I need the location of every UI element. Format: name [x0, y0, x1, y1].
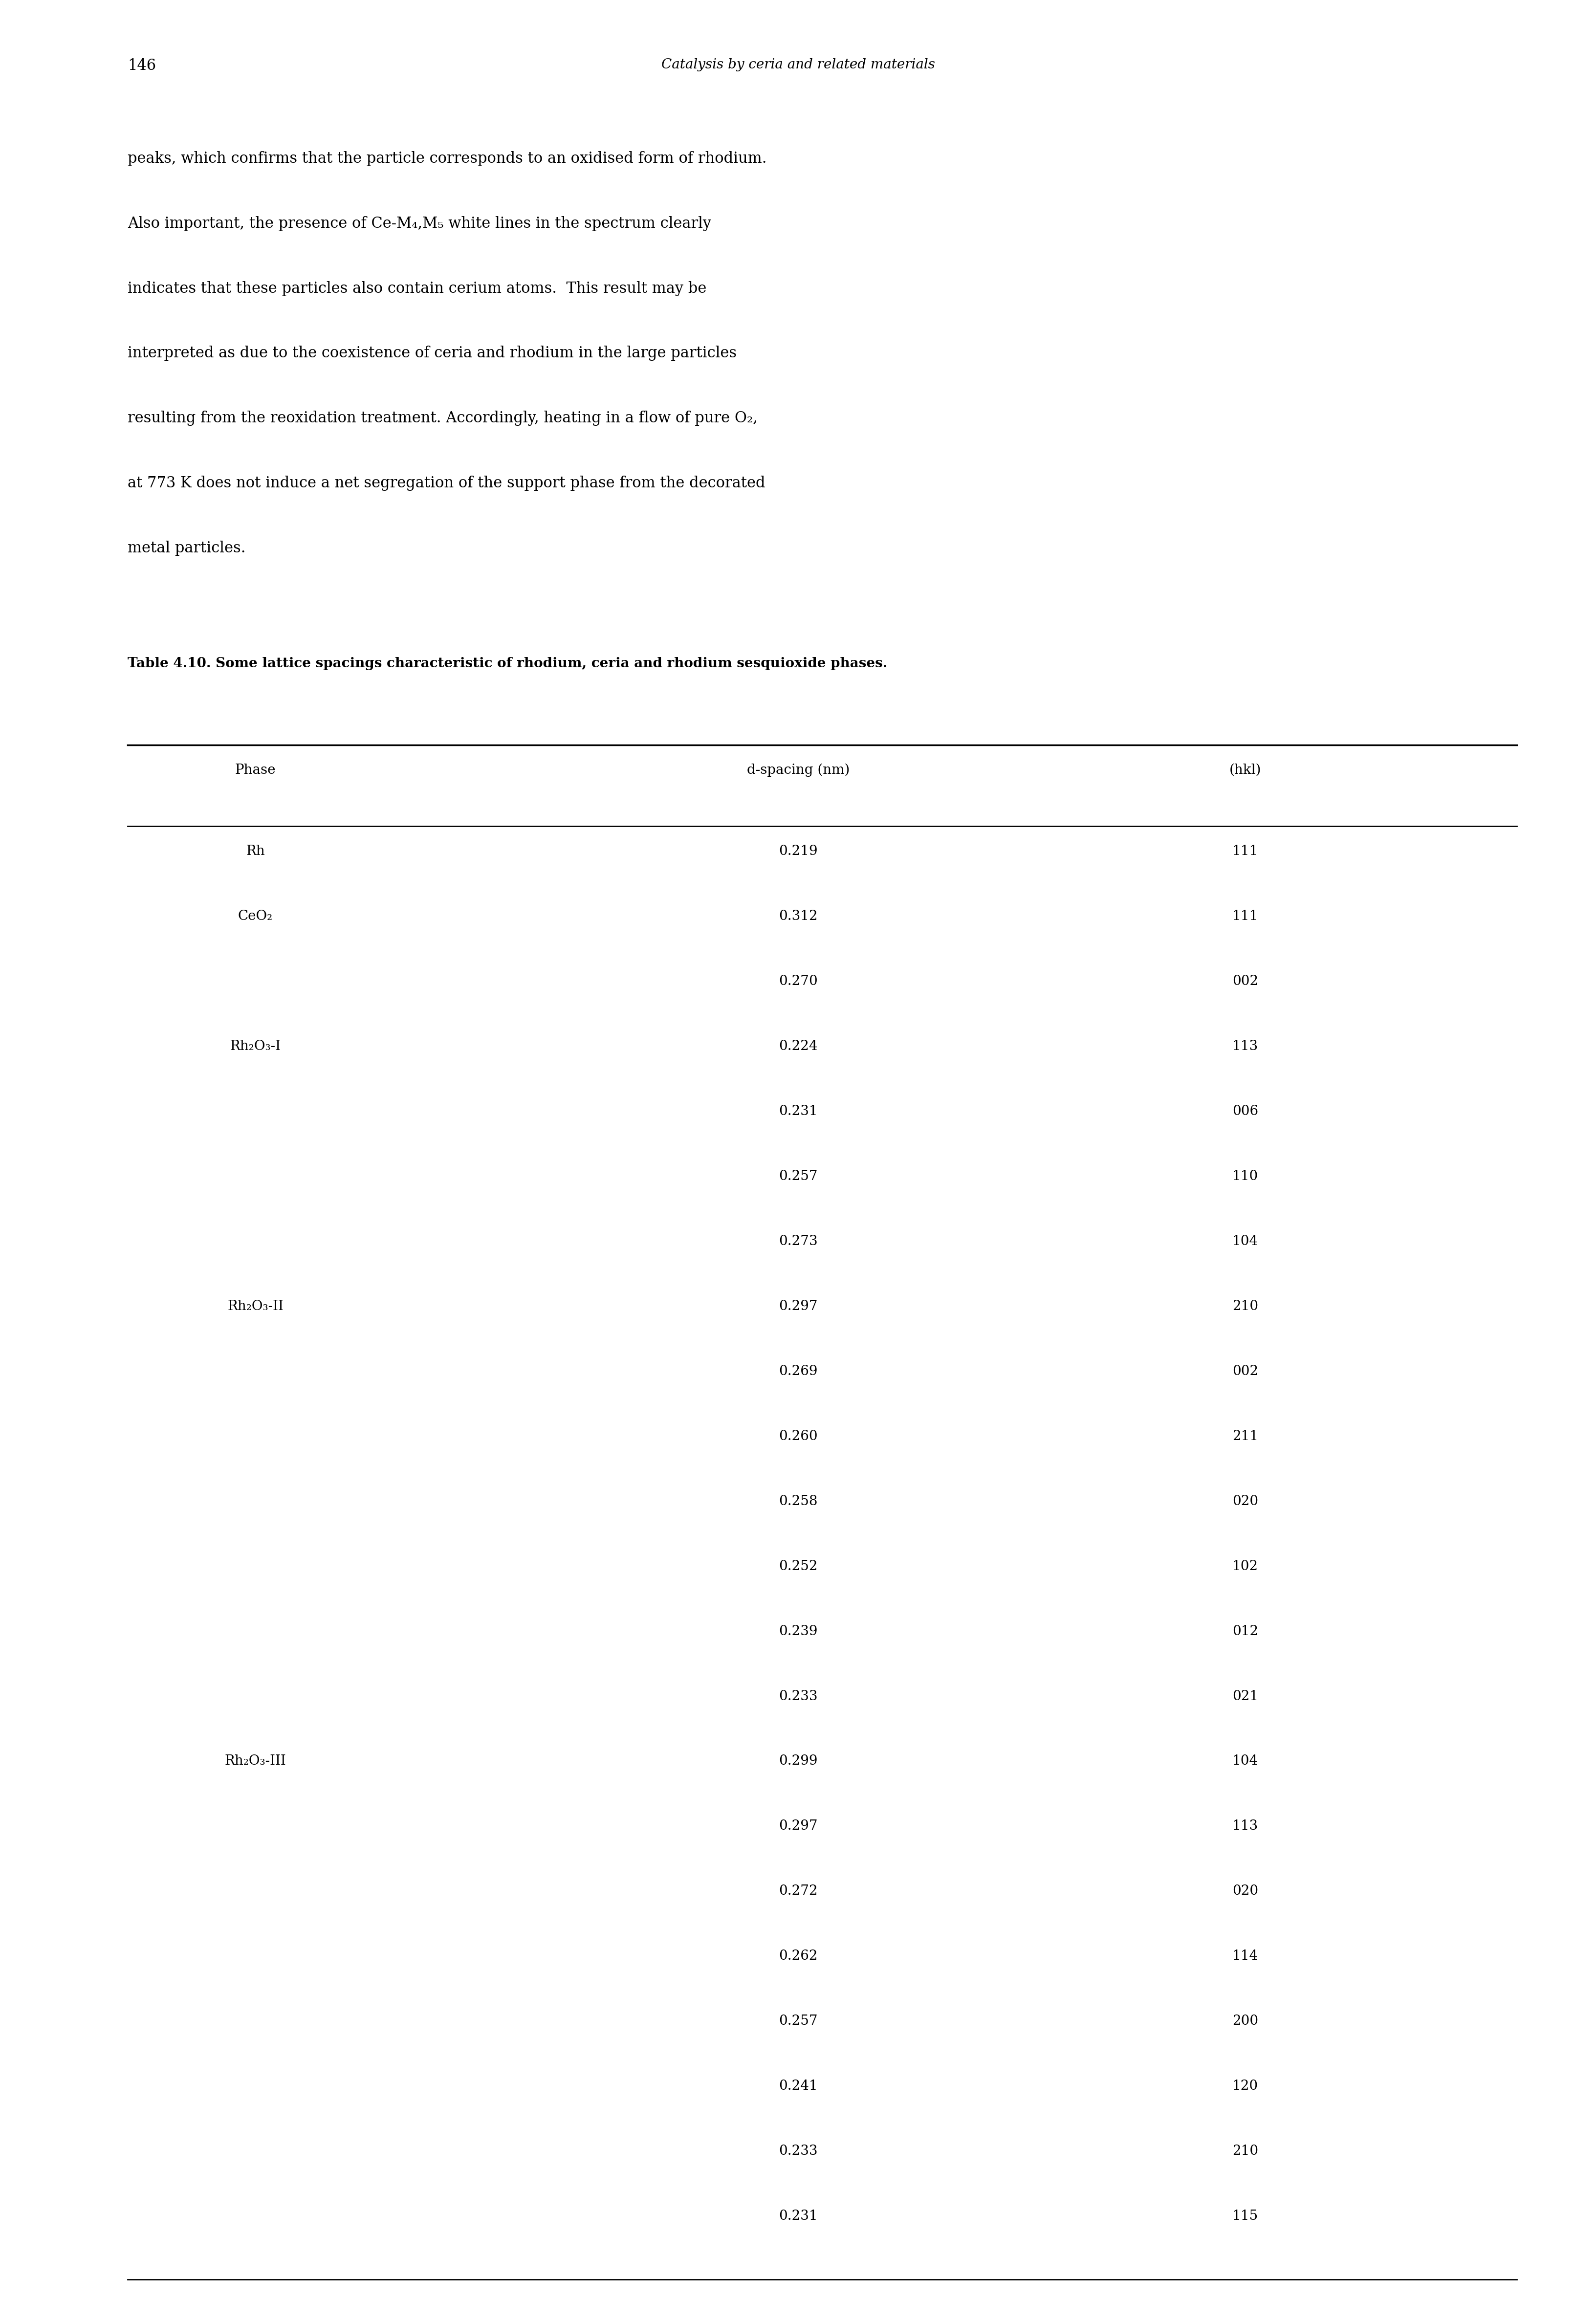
Text: 0.233: 0.233 [779, 1690, 817, 1704]
Text: 211: 211 [1232, 1430, 1258, 1444]
Text: 0.257: 0.257 [779, 2015, 817, 2029]
Text: 0.239: 0.239 [779, 1625, 817, 1639]
Text: 210: 210 [1232, 1300, 1258, 1314]
Text: 113: 113 [1232, 1040, 1258, 1054]
Text: 0.219: 0.219 [779, 845, 817, 859]
Text: CeO₂: CeO₂ [238, 910, 273, 924]
Text: 0.270: 0.270 [779, 975, 817, 989]
Text: 020: 020 [1232, 1495, 1258, 1509]
Text: Rh₂O₃-I: Rh₂O₃-I [230, 1040, 281, 1054]
Text: 0.260: 0.260 [779, 1430, 817, 1444]
Text: 020: 020 [1232, 1885, 1258, 1899]
Text: 0.231: 0.231 [779, 2210, 817, 2224]
Text: Rh: Rh [246, 845, 265, 859]
Text: metal particles.: metal particles. [128, 541, 246, 557]
Text: Catalysis by ceria and related materials: Catalysis by ceria and related materials [661, 58, 935, 72]
Text: 0.224: 0.224 [779, 1040, 817, 1054]
Text: 104: 104 [1232, 1235, 1258, 1249]
Text: 012: 012 [1232, 1625, 1258, 1639]
Text: 002: 002 [1232, 975, 1258, 989]
Text: indicates that these particles also contain cerium atoms.  This result may be: indicates that these particles also cont… [128, 281, 707, 297]
Text: 110: 110 [1232, 1170, 1258, 1184]
Text: Phase: Phase [235, 764, 276, 778]
Text: 0.312: 0.312 [779, 910, 817, 924]
Text: Rh₂O₃-III: Rh₂O₃-III [225, 1755, 286, 1769]
Text: 113: 113 [1232, 1820, 1258, 1834]
Text: 104: 104 [1232, 1755, 1258, 1769]
Text: 0.241: 0.241 [779, 2080, 817, 2094]
Text: interpreted as due to the coexistence of ceria and rhodium in the large particle: interpreted as due to the coexistence of… [128, 346, 737, 362]
Text: 102: 102 [1232, 1560, 1258, 1574]
Text: 0.262: 0.262 [779, 1950, 817, 1964]
Text: 111: 111 [1232, 845, 1258, 859]
Text: 114: 114 [1232, 1950, 1258, 1964]
Text: 006: 006 [1232, 1105, 1258, 1119]
Text: resulting from the reoxidation treatment. Accordingly, heating in a flow of pure: resulting from the reoxidation treatment… [128, 411, 758, 427]
Text: 115: 115 [1232, 2210, 1258, 2224]
Text: 146: 146 [128, 58, 156, 74]
Text: 0.269: 0.269 [779, 1365, 817, 1379]
Text: 0.272: 0.272 [779, 1885, 817, 1899]
Text: 0.233: 0.233 [779, 2145, 817, 2159]
Text: 200: 200 [1232, 2015, 1258, 2029]
Text: 0.273: 0.273 [779, 1235, 817, 1249]
Text: Rh₂O₃-II: Rh₂O₃-II [227, 1300, 284, 1314]
Text: 0.257: 0.257 [779, 1170, 817, 1184]
Text: (hkl): (hkl) [1229, 764, 1261, 778]
Text: 0.258: 0.258 [779, 1495, 817, 1509]
Text: d-spacing (nm): d-spacing (nm) [747, 764, 849, 778]
Text: at 773 K does not induce a net segregation of the support phase from the decorat: at 773 K does not induce a net segregati… [128, 476, 764, 492]
Text: 0.231: 0.231 [779, 1105, 817, 1119]
Text: peaks, which confirms that the particle corresponds to an oxidised form of rhodi: peaks, which confirms that the particle … [128, 151, 766, 167]
Text: 0.299: 0.299 [779, 1755, 817, 1769]
Text: Also important, the presence of Ce-M₄,M₅ white lines in the spectrum clearly: Also important, the presence of Ce-M₄,M₅… [128, 216, 712, 232]
Text: 111: 111 [1232, 910, 1258, 924]
Text: 210: 210 [1232, 2145, 1258, 2159]
Text: 021: 021 [1232, 1690, 1258, 1704]
Text: Table 4.10. Some lattice spacings characteristic of rhodium, ceria and rhodium s: Table 4.10. Some lattice spacings charac… [128, 657, 887, 671]
Text: 0.252: 0.252 [779, 1560, 817, 1574]
Text: 002: 002 [1232, 1365, 1258, 1379]
Text: 0.297: 0.297 [779, 1300, 817, 1314]
Text: 120: 120 [1232, 2080, 1258, 2094]
Text: 0.297: 0.297 [779, 1820, 817, 1834]
